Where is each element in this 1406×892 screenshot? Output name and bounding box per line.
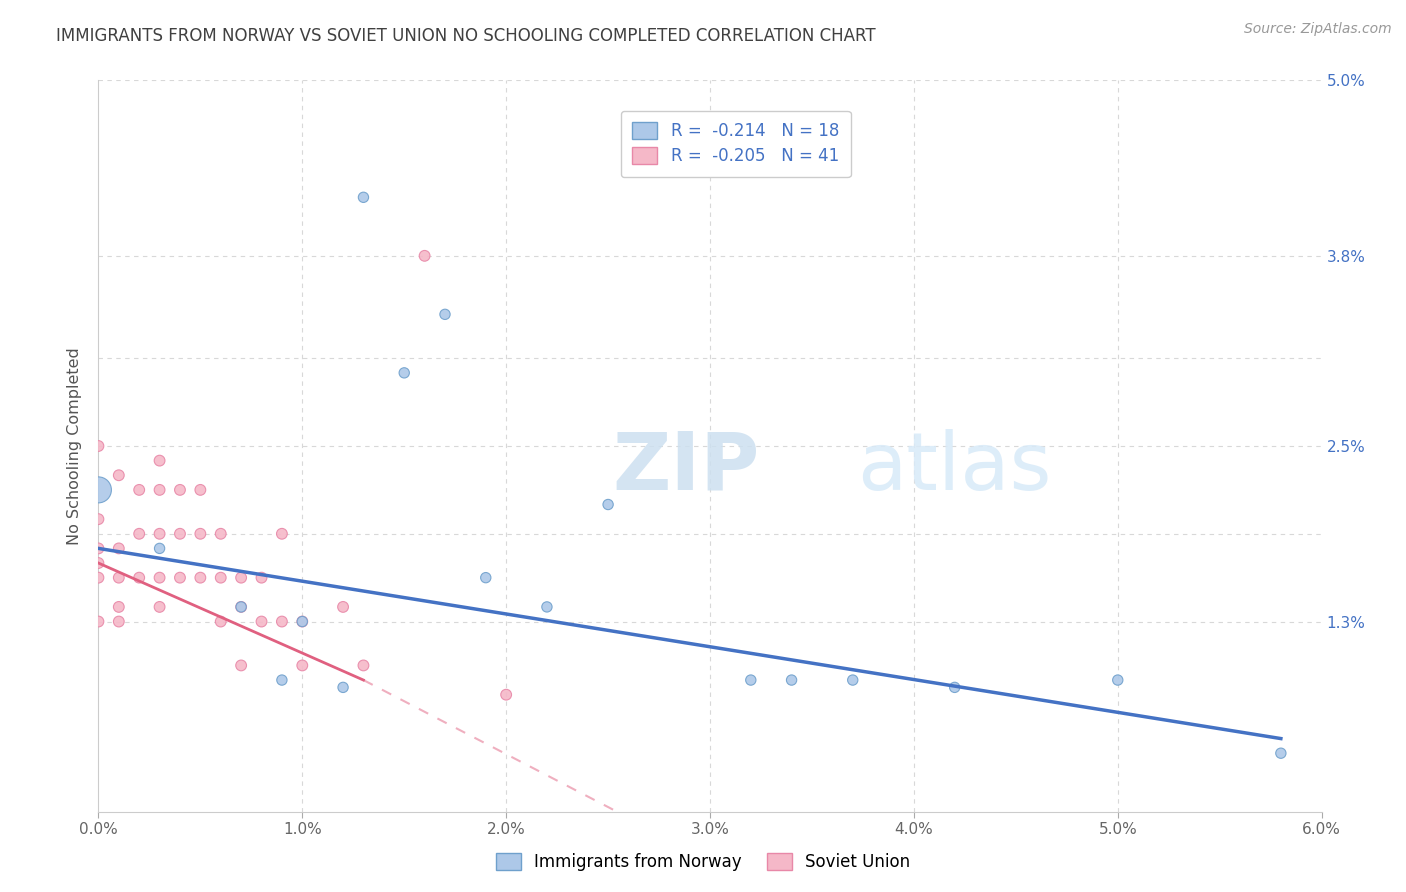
Point: [433, 307, 456, 321]
Point: [108, 599, 131, 614]
Point: [87, 615, 110, 629]
Point: [841, 673, 863, 687]
Point: [250, 571, 273, 585]
Point: [87, 512, 110, 526]
Point: [149, 453, 172, 467]
Point: [128, 571, 150, 585]
Point: [108, 468, 131, 483]
Y-axis label: No Schooling Completed: No Schooling Completed: [67, 347, 83, 545]
Point: [87, 439, 110, 453]
Point: [352, 658, 374, 673]
Point: [413, 249, 436, 263]
Legend: R =  -0.214   N = 18, R =  -0.205   N = 41: R = -0.214 N = 18, R = -0.205 N = 41: [620, 111, 851, 177]
Point: [474, 571, 498, 585]
Point: [169, 571, 191, 585]
Point: [1107, 673, 1129, 687]
Text: IMMIGRANTS FROM NORWAY VS SOVIET UNION NO SCHOOLING COMPLETED CORRELATION CHART: IMMIGRANTS FROM NORWAY VS SOVIET UNION N…: [56, 27, 876, 45]
Point: [188, 526, 212, 541]
Point: [740, 673, 762, 687]
Point: [108, 541, 131, 556]
Point: [291, 615, 314, 629]
Point: [209, 571, 232, 585]
Point: [536, 599, 558, 614]
Point: [149, 599, 172, 614]
Point: [188, 483, 212, 497]
Point: [209, 526, 232, 541]
Point: [270, 673, 292, 687]
Point: [169, 526, 191, 541]
Point: [291, 615, 314, 629]
Point: [169, 483, 191, 497]
Point: [209, 615, 232, 629]
Point: [231, 599, 253, 614]
Point: [598, 498, 620, 512]
Point: [943, 681, 966, 695]
Point: [392, 366, 416, 380]
Point: [87, 483, 110, 497]
Point: [149, 483, 172, 497]
Point: [231, 571, 253, 585]
Point: [149, 526, 172, 541]
Point: [231, 658, 253, 673]
Point: [108, 615, 131, 629]
Point: [332, 599, 354, 614]
Point: [87, 571, 110, 585]
Point: [149, 571, 172, 585]
Point: [1270, 746, 1292, 760]
Point: [149, 541, 172, 556]
Point: [270, 526, 292, 541]
Point: [87, 541, 110, 556]
Point: [291, 658, 314, 673]
Point: [270, 615, 292, 629]
Point: [250, 615, 273, 629]
Text: ZIP: ZIP: [612, 429, 759, 507]
Point: [332, 681, 354, 695]
Point: [188, 571, 212, 585]
Point: [352, 190, 374, 204]
Legend: Immigrants from Norway, Soviet Union: Immigrants from Norway, Soviet Union: [488, 845, 918, 880]
Point: [108, 571, 131, 585]
Point: [231, 599, 253, 614]
Point: [495, 688, 517, 702]
Point: [128, 483, 150, 497]
Point: [128, 526, 150, 541]
Text: atlas: atlas: [856, 429, 1052, 507]
Text: Source: ZipAtlas.com: Source: ZipAtlas.com: [1244, 22, 1392, 37]
Point: [87, 556, 110, 570]
Point: [780, 673, 803, 687]
